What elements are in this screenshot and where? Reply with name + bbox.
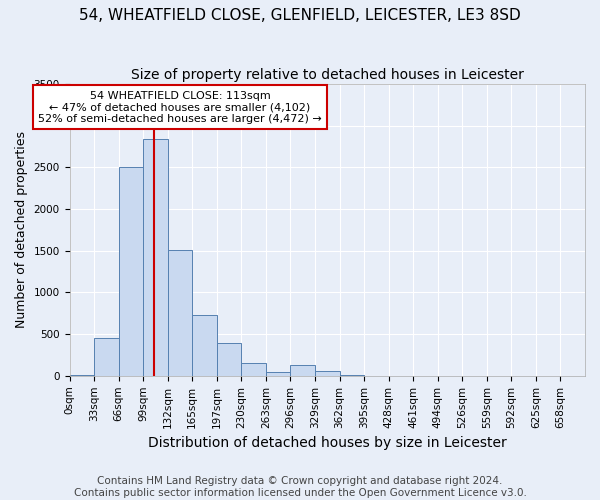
Bar — [217, 343, 241, 376]
Y-axis label: Number of detached properties: Number of detached properties — [15, 132, 28, 328]
Text: 54 WHEATFIELD CLOSE: 113sqm
← 47% of detached houses are smaller (4,102)
52% of : 54 WHEATFIELD CLOSE: 113sqm ← 47% of det… — [38, 90, 322, 124]
Bar — [315, 371, 340, 376]
Text: 54, WHEATFIELD CLOSE, GLENFIELD, LEICESTER, LE3 8SD: 54, WHEATFIELD CLOSE, GLENFIELD, LEICEST… — [79, 8, 521, 22]
Text: Contains HM Land Registry data © Crown copyright and database right 2024.
Contai: Contains HM Land Registry data © Crown c… — [74, 476, 526, 498]
Bar — [266, 372, 290, 376]
Bar — [119, 166, 143, 376]
Bar — [94, 338, 119, 376]
Title: Size of property relative to detached houses in Leicester: Size of property relative to detached ho… — [131, 68, 524, 82]
Bar — [192, 315, 217, 376]
X-axis label: Distribution of detached houses by size in Leicester: Distribution of detached houses by size … — [148, 436, 506, 450]
Bar — [168, 250, 192, 376]
Bar — [290, 365, 315, 376]
Bar — [143, 139, 168, 376]
Bar — [241, 363, 266, 376]
